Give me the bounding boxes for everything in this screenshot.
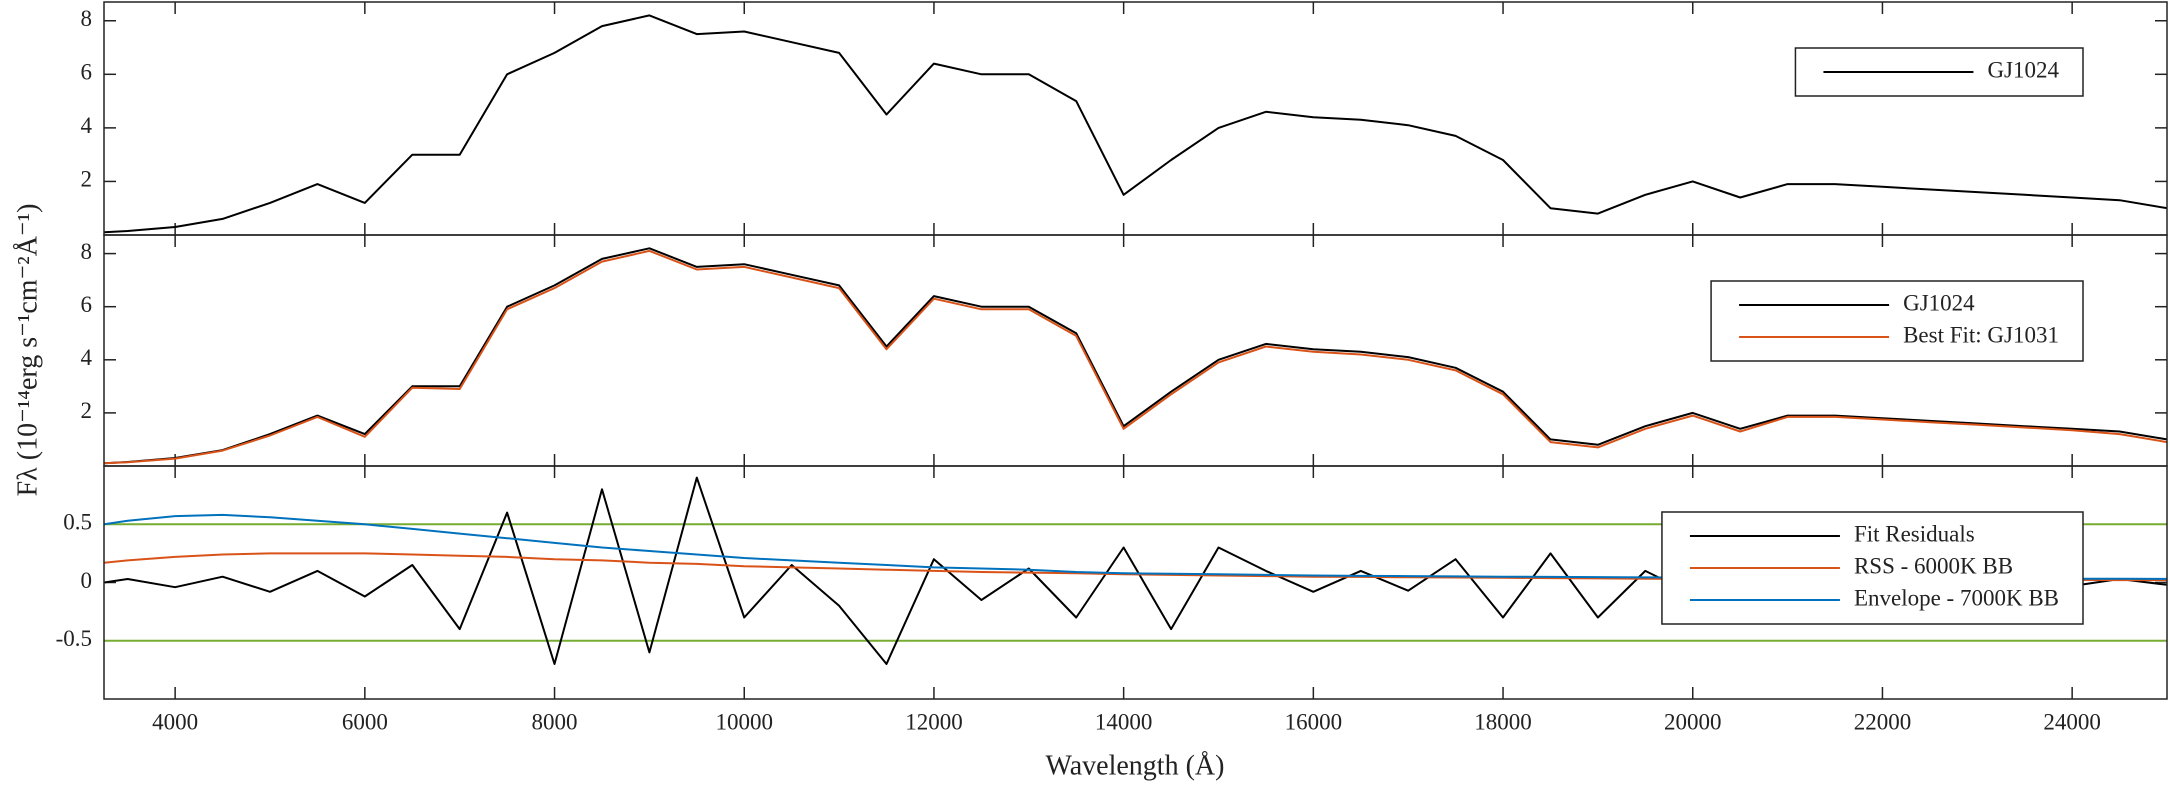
legend: GJ1024 bbox=[1794, 47, 2084, 97]
y-axis-label: Fλ (10⁻¹⁴erg s⁻¹cm⁻²Å⁻¹) bbox=[12, 204, 43, 497]
plot-area bbox=[104, 14, 2167, 234]
x-tick-label: 20000 bbox=[1664, 709, 1722, 734]
x-tick-label: 24000 bbox=[2043, 709, 2101, 734]
x-tick-label: 22000 bbox=[1854, 709, 1912, 734]
y-tick-label: 4 bbox=[81, 113, 93, 138]
legend-box bbox=[1710, 280, 2084, 362]
legend-label: GJ1024 bbox=[1987, 57, 2059, 82]
y-tick-label: 8 bbox=[81, 6, 93, 31]
legend-label: Best Fit: GJ1031 bbox=[1903, 322, 2059, 347]
y-tick-label: 8 bbox=[81, 239, 93, 264]
x-tick-label: 12000 bbox=[905, 709, 963, 734]
x-tick-label: 6000 bbox=[342, 709, 388, 734]
y-tick-label: 2 bbox=[81, 167, 93, 192]
y-tick-label: -0.5 bbox=[56, 626, 92, 651]
series-line bbox=[104, 14, 2167, 234]
y-tick-label: 0.5 bbox=[63, 510, 92, 535]
x-tick-label: 10000 bbox=[715, 709, 773, 734]
axes-box bbox=[103, 1, 2168, 236]
x-tick-label: 8000 bbox=[532, 709, 578, 734]
y-tick-label: 6 bbox=[81, 292, 93, 317]
axes-box bbox=[103, 465, 2168, 700]
legend-label: GJ1024 bbox=[1903, 290, 1975, 315]
legend: Fit Residuals RSS - 6000K BB Envelope - 70… bbox=[1661, 511, 2084, 625]
legend: GJ1024 Best Fit: GJ1031 bbox=[1710, 280, 2084, 362]
plot-area bbox=[104, 247, 2167, 465]
legend-label: Envelope - 7000K BB bbox=[1854, 585, 2059, 610]
x-tick-label: 4000 bbox=[152, 709, 198, 734]
series-line bbox=[104, 247, 2167, 465]
legend-label: Fit Residuals bbox=[1854, 521, 1975, 546]
x-tick-label: 14000 bbox=[1095, 709, 1153, 734]
series-line bbox=[104, 249, 2167, 465]
y-tick-label: 4 bbox=[81, 345, 93, 370]
legend-label: RSS - 6000K BB bbox=[1854, 553, 2013, 578]
y-tick-label: 0 bbox=[81, 568, 93, 593]
y-tick-label: 6 bbox=[81, 60, 93, 85]
x-tick-label: 18000 bbox=[1474, 709, 1532, 734]
x-tick-label: 16000 bbox=[1285, 709, 1343, 734]
x-axis-label: Wavelength (Å) bbox=[1046, 750, 1225, 781]
y-tick-label: 2 bbox=[81, 398, 93, 423]
